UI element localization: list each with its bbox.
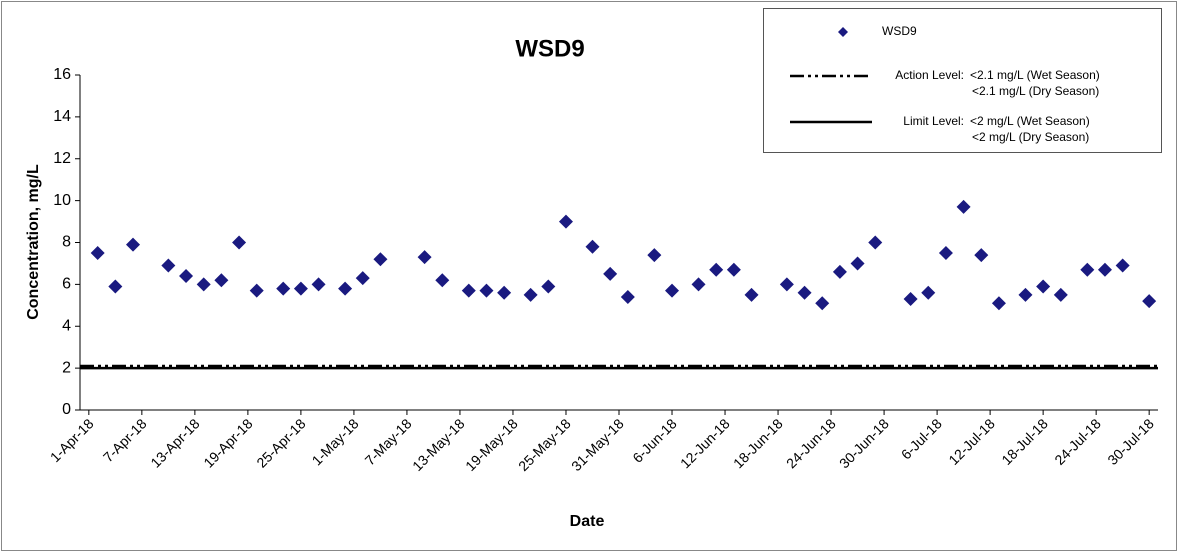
point — [921, 285, 936, 300]
point — [1053, 287, 1068, 302]
y-tick-label: 2 — [62, 359, 71, 376]
point — [815, 296, 830, 311]
point — [832, 264, 847, 279]
point — [585, 239, 600, 254]
point — [90, 245, 105, 260]
y-tick-label: 4 — [62, 317, 71, 334]
legend-label: Action Level: — [895, 68, 964, 82]
point — [435, 273, 450, 288]
point — [161, 258, 176, 273]
point — [249, 283, 264, 298]
point — [620, 289, 635, 304]
point — [1036, 279, 1051, 294]
point — [214, 273, 229, 288]
point — [709, 262, 724, 277]
y-tick-label: 10 — [53, 192, 71, 209]
point — [558, 214, 573, 229]
point — [974, 248, 989, 263]
legend-marker — [838, 27, 848, 37]
point — [956, 199, 971, 214]
point — [1080, 262, 1095, 277]
legend-wet: <2.1 mg/L (Wet Season) — [970, 68, 1100, 82]
point — [850, 256, 865, 271]
point — [479, 283, 494, 298]
point — [497, 285, 512, 300]
point — [665, 283, 680, 298]
point — [196, 277, 211, 292]
point — [276, 281, 291, 296]
chart-title: WSD9 — [515, 35, 584, 62]
point — [647, 248, 662, 263]
point — [691, 277, 706, 292]
point — [1142, 294, 1157, 309]
point — [355, 271, 370, 286]
point — [541, 279, 556, 294]
point — [417, 250, 432, 265]
point — [726, 262, 741, 277]
point — [373, 252, 388, 267]
y-tick-label: 8 — [62, 234, 71, 251]
legend-dry: <2.1 mg/L (Dry Season) — [972, 84, 1099, 98]
x-axis-label: Date — [570, 513, 605, 530]
point — [126, 237, 141, 252]
point — [179, 269, 194, 283]
point — [903, 292, 918, 307]
point — [744, 287, 759, 302]
legend-wet: <2 mg/L (Wet Season) — [970, 114, 1090, 128]
point — [311, 277, 326, 292]
point — [338, 281, 353, 296]
point — [232, 235, 247, 250]
point — [461, 283, 476, 298]
legend-entry: WSD9 — [882, 24, 917, 38]
point — [1018, 287, 1033, 302]
y-tick-label: 6 — [62, 276, 71, 293]
point — [293, 281, 308, 296]
y-tick-label: 16 — [53, 66, 71, 83]
point — [1097, 262, 1112, 277]
y-axis-label: Concentration, mg/L — [25, 164, 42, 320]
legend-box — [763, 8, 1162, 153]
point — [108, 279, 123, 294]
point — [868, 235, 883, 250]
y-tick-label: 0 — [62, 401, 71, 418]
point — [1115, 258, 1130, 273]
point — [938, 245, 953, 260]
point — [991, 296, 1006, 311]
legend-label: Limit Level: — [903, 114, 964, 128]
point — [779, 277, 794, 292]
point — [523, 287, 538, 302]
legend-dry: <2 mg/L (Dry Season) — [972, 130, 1089, 144]
y-tick-label: 12 — [53, 150, 71, 167]
point — [797, 285, 812, 300]
point — [603, 266, 618, 281]
y-tick-label: 14 — [53, 108, 71, 125]
